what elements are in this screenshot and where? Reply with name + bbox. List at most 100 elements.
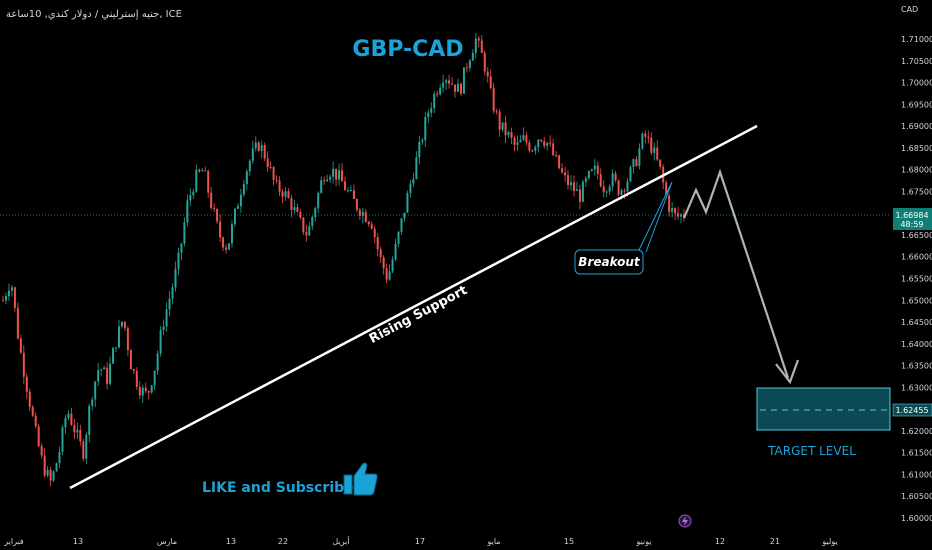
candle-body bbox=[61, 427, 64, 452]
candle-body bbox=[299, 211, 302, 218]
candle-body bbox=[644, 133, 647, 137]
candle-body bbox=[64, 418, 67, 428]
candle-body bbox=[120, 321, 123, 327]
candle-body bbox=[596, 165, 599, 175]
candle-body bbox=[132, 369, 135, 371]
candle-body bbox=[314, 208, 317, 218]
candle-body bbox=[100, 369, 103, 371]
candle-body bbox=[590, 169, 593, 171]
time-axis[interactable]: فبراير 13 مارس 13 22 أبريل 17 مايو 15 يونيو 12 21 يو… bbox=[3, 536, 837, 546]
candle-body bbox=[7, 290, 10, 297]
candle-body bbox=[561, 168, 564, 173]
breakout-box bbox=[574, 249, 644, 275]
price-tick-label: 1.69000 bbox=[901, 122, 932, 131]
candle-body bbox=[370, 224, 373, 229]
svg-text:1.62455: 1.62455 bbox=[895, 406, 928, 415]
candle-body bbox=[254, 142, 257, 149]
candle-body bbox=[641, 133, 644, 149]
candle-body bbox=[242, 184, 245, 195]
candle-body bbox=[171, 287, 174, 299]
candle-body bbox=[338, 170, 341, 180]
price-tick-label: 1.70000 bbox=[901, 79, 932, 88]
candle-body bbox=[329, 176, 332, 180]
price-axis[interactable]: 1.71000 1.70500 1.70000 1.69500 1.69000 1.685… bbox=[901, 35, 932, 523]
candle-body bbox=[213, 207, 216, 210]
candle-body bbox=[10, 287, 13, 291]
rising-support-line[interactable] bbox=[69, 124, 758, 490]
price-tick-label: 1.71000 bbox=[901, 35, 932, 44]
candle-body bbox=[430, 108, 433, 113]
candle-body bbox=[323, 180, 326, 182]
candle-body bbox=[19, 338, 22, 353]
price-tick-label: 1.61000 bbox=[901, 470, 932, 479]
candle-body bbox=[439, 87, 442, 95]
candle-body bbox=[674, 208, 677, 214]
candle-body bbox=[2, 300, 4, 302]
candle-body bbox=[614, 173, 617, 181]
candle-body bbox=[421, 140, 424, 142]
candle-body bbox=[495, 111, 498, 113]
time-tick-label: 17 bbox=[415, 537, 425, 546]
candle-body bbox=[578, 189, 581, 202]
time-tick-label: 15 bbox=[564, 537, 574, 546]
candle-body bbox=[31, 406, 34, 416]
chart-title: GBP-CAD bbox=[352, 37, 463, 62]
candle-body bbox=[677, 213, 680, 217]
price-tick-label: 1.65000 bbox=[901, 296, 932, 305]
candle-body bbox=[88, 405, 91, 435]
candle-body bbox=[335, 168, 338, 180]
candle-body bbox=[611, 173, 614, 187]
candle-body bbox=[293, 207, 296, 211]
candle-body bbox=[67, 413, 70, 419]
projection-path[interactable] bbox=[682, 168, 790, 379]
currency-label: CAD bbox=[901, 5, 918, 14]
candle-body bbox=[534, 147, 537, 151]
price-tick-label: 1.68500 bbox=[901, 144, 932, 153]
candle-body bbox=[498, 111, 501, 130]
candle-body bbox=[489, 76, 492, 88]
candle-body bbox=[183, 222, 186, 244]
like-subscribe-text[interactable]: LIKE and Subscribe bbox=[202, 480, 354, 496]
lightning-icon[interactable] bbox=[678, 514, 692, 528]
projection-arrowhead bbox=[775, 359, 800, 385]
candle-body bbox=[13, 287, 16, 308]
candle-body bbox=[483, 53, 486, 72]
time-tick-label: يونيو bbox=[635, 537, 651, 546]
svg-text:1.66984: 1.66984 bbox=[895, 211, 928, 220]
candle-body bbox=[528, 142, 531, 151]
candle-body bbox=[43, 455, 46, 476]
candle-body bbox=[477, 38, 480, 41]
candle-body bbox=[228, 243, 231, 250]
candle-body bbox=[638, 148, 641, 166]
symbol-header[interactable]: جنيه إسترليني / دولار كندي, 10ساعة, ICE bbox=[6, 9, 182, 20]
candle-body bbox=[394, 243, 397, 260]
candle-body bbox=[543, 141, 546, 146]
candle-body bbox=[504, 122, 507, 136]
last-price-badge: 1.66984 48:59 bbox=[893, 208, 932, 230]
candle-body bbox=[567, 175, 570, 186]
candle-body bbox=[150, 385, 153, 393]
price-tick-label: 1.60500 bbox=[901, 492, 932, 501]
candle-body bbox=[320, 180, 323, 193]
candle-body bbox=[112, 348, 115, 364]
candle-body bbox=[248, 160, 251, 172]
candle-body bbox=[326, 179, 329, 182]
candle-body bbox=[436, 93, 439, 95]
candle-body bbox=[192, 191, 195, 196]
candle-body bbox=[581, 181, 584, 202]
price-tick-label: 1.63000 bbox=[901, 383, 932, 392]
candle-body bbox=[272, 167, 275, 180]
candle-body bbox=[516, 142, 519, 145]
candle-body bbox=[442, 82, 445, 88]
candle-body bbox=[400, 218, 403, 232]
candle-body bbox=[275, 179, 278, 181]
candle-body bbox=[186, 200, 189, 223]
candle-body bbox=[126, 328, 129, 351]
breakout-pointer bbox=[637, 181, 673, 253]
candle-body bbox=[602, 186, 605, 193]
price-tick-label: 1.64500 bbox=[901, 318, 932, 327]
target-zone[interactable] bbox=[756, 387, 891, 431]
candle-body bbox=[144, 387, 147, 392]
candle-body bbox=[385, 268, 388, 280]
